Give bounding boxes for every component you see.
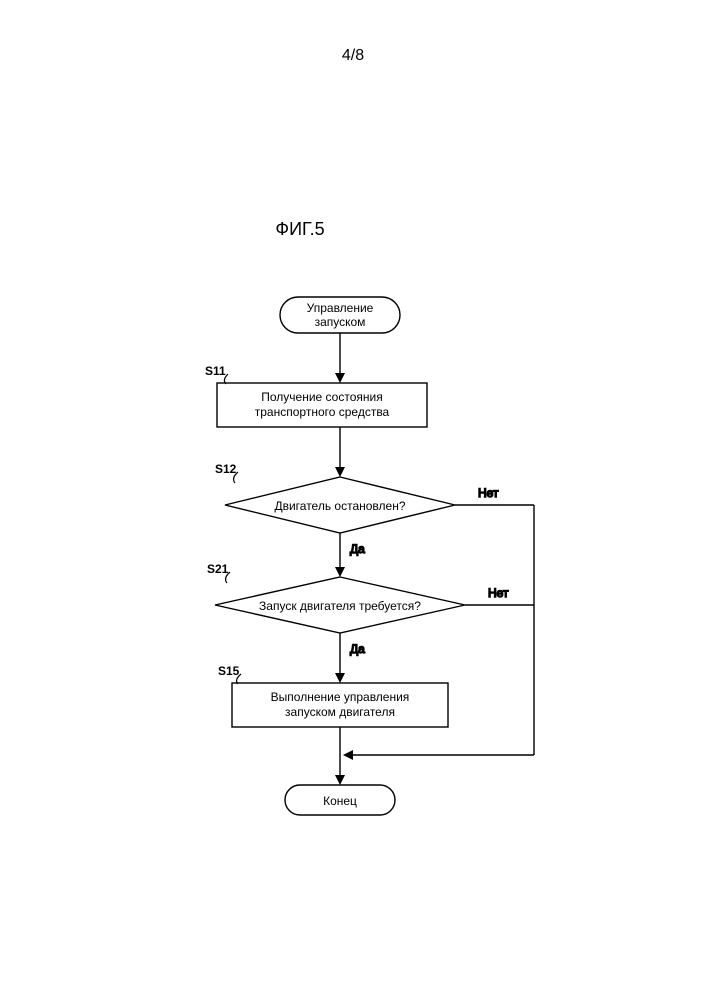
node-start-line1: Управление <box>307 301 374 315</box>
s21-no-label: Нет <box>488 586 509 600</box>
node-s15: Выполнение управления запуском двигателя… <box>218 664 448 727</box>
node-s15-line1: Выполнение управления <box>271 690 410 704</box>
node-s11: Получение состояния транспортного средст… <box>205 364 427 427</box>
node-s11-label: S11 <box>205 364 226 378</box>
page-number: 4/8 <box>342 47 364 64</box>
figure-title: ФИГ.5 <box>275 219 324 239</box>
node-s12: Двигатель остановлен? S12 <box>215 462 455 533</box>
node-end-line1: Конец <box>323 794 357 808</box>
node-s12-label: S12 <box>215 462 237 476</box>
node-start: Управление запуском <box>280 297 400 333</box>
flowchart-canvas: 4/8 ФИГ.5 Да Да Нет Нет <box>0 0 707 1000</box>
node-s15-line2: запуском двигателя <box>285 705 395 719</box>
node-s21: Запуск двигателя требуется? S21 <box>207 562 465 633</box>
s12-no-label: Нет <box>478 486 499 500</box>
node-s12-line1: Двигатель остановлен? <box>274 499 405 513</box>
node-s11-line2: транспортного средства <box>255 405 390 419</box>
node-s21-line1: Запуск двигателя требуется? <box>259 599 421 613</box>
s12-yes-label: Да <box>350 542 365 556</box>
node-start-line2: запуском <box>315 315 366 329</box>
nodes: Управление запуском Получение состояния … <box>205 297 465 815</box>
node-s11-line1: Получение состояния <box>261 390 382 404</box>
node-end: Конец <box>285 785 395 815</box>
s21-yes-label: Да <box>350 642 365 656</box>
node-s21-label: S21 <box>207 562 229 576</box>
node-s15-label: S15 <box>218 664 240 678</box>
